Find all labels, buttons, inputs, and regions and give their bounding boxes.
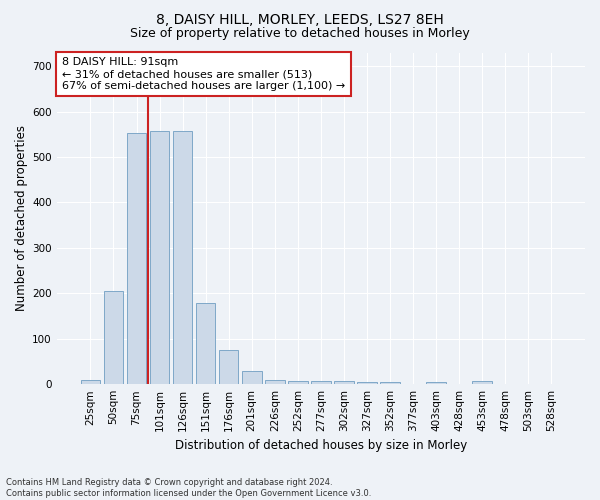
Text: 8, DAISY HILL, MORLEY, LEEDS, LS27 8EH: 8, DAISY HILL, MORLEY, LEEDS, LS27 8EH <box>156 12 444 26</box>
Text: Size of property relative to detached houses in Morley: Size of property relative to detached ho… <box>130 28 470 40</box>
Bar <box>127 133 146 384</box>
X-axis label: Distribution of detached houses by size in Morley: Distribution of detached houses by size … <box>175 440 467 452</box>
Bar <box>334 380 353 384</box>
Bar <box>242 372 262 384</box>
Bar <box>426 382 446 384</box>
Bar <box>265 380 284 384</box>
Bar <box>104 291 123 384</box>
Bar <box>472 380 492 384</box>
Bar <box>219 350 238 384</box>
Bar <box>357 382 377 384</box>
Bar <box>173 130 193 384</box>
Y-axis label: Number of detached properties: Number of detached properties <box>15 126 28 312</box>
Bar <box>311 380 331 384</box>
Bar <box>288 380 308 384</box>
Bar <box>380 382 400 384</box>
Text: 8 DAISY HILL: 91sqm
← 31% of detached houses are smaller (513)
67% of semi-detac: 8 DAISY HILL: 91sqm ← 31% of detached ho… <box>62 58 345 90</box>
Bar <box>80 380 100 384</box>
Bar <box>150 130 169 384</box>
Text: Contains HM Land Registry data © Crown copyright and database right 2024.
Contai: Contains HM Land Registry data © Crown c… <box>6 478 371 498</box>
Bar <box>196 304 215 384</box>
